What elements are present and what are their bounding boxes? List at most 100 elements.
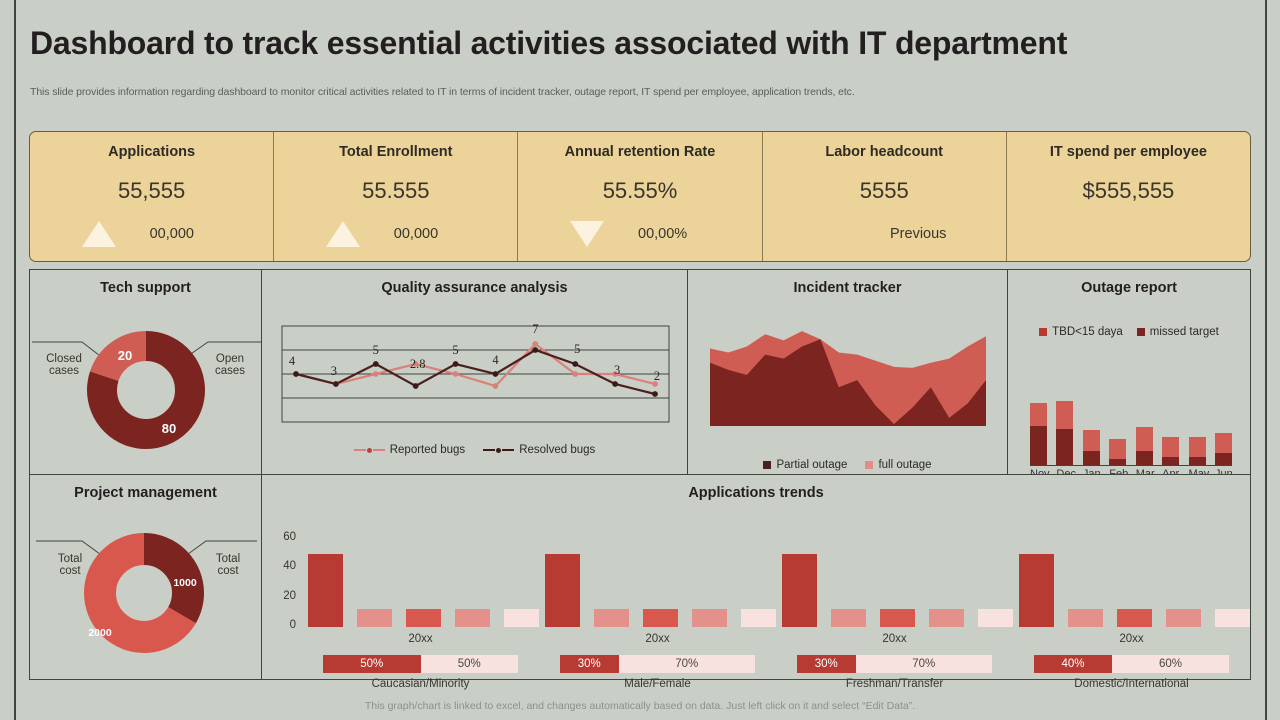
qa-point-label: 3 <box>614 363 620 377</box>
trend-down-icon <box>570 221 604 247</box>
kpi-value: 5555 <box>859 178 909 203</box>
kpi-value: $555,555 <box>1082 178 1175 203</box>
kpi-label: IT spend per employee <box>1049 144 1207 160</box>
legend-label-tbd-15-days: TBD<15 daya <box>1052 326 1123 338</box>
outage-segment-missed <box>1082 451 1100 465</box>
trend-ratio-bar: 30% 70% <box>560 655 755 673</box>
outage-bar-jan <box>1082 429 1100 465</box>
trend-bar <box>504 609 539 627</box>
proj-value-2000: 2000 <box>88 627 112 639</box>
panel-incident-tracker: Incident tracker Partial outage full out… <box>687 269 1008 475</box>
trend-bars <box>302 539 539 627</box>
trend-bar <box>1166 609 1201 627</box>
kpi-value: 55,555 <box>117 178 186 203</box>
tech-support-svg: 80 20 <box>32 331 261 449</box>
outage-report-title: Outage report <box>1081 280 1177 296</box>
panel-quality-assurance: Quality assurance analysis 4 3 5 2.8 5 4 7 5 3 2 … <box>261 269 688 475</box>
trend-bar <box>455 609 490 627</box>
legend-reported-bugs: Reported bugs <box>353 444 466 456</box>
trend-bar <box>741 609 776 627</box>
trend-bar <box>406 609 441 627</box>
kpi-row: Applications 55,555 00,000 Total Enrollment… <box>29 131 1251 262</box>
trend-year-label: 20xx <box>645 633 670 645</box>
project-management-svg: 1000 2000 <box>36 533 257 653</box>
legend-partial-outage: Partial outage <box>763 459 847 471</box>
kpi-footer: 00,000 <box>274 221 517 247</box>
trend-caption: Caucasian/Minority <box>371 678 470 690</box>
trend-up-icon <box>81 221 116 247</box>
quality-assurance-svg: 4 3 5 2.8 5 4 7 5 3 2 <box>281 322 670 423</box>
trend-bar <box>1117 609 1152 627</box>
outage-segment-missed <box>1109 459 1127 465</box>
trend-ratio-left: 40% <box>1034 655 1112 673</box>
kpi-delta: Previous <box>890 226 947 242</box>
kpi-delta: 00,000 <box>149 226 194 242</box>
project-callout-left: Total cost <box>57 553 83 578</box>
qa-point-label: 2 <box>654 369 660 383</box>
page-title: Dashboard to track essential activities … <box>30 25 1068 61</box>
applications-trends-yaxis: 0 20 40 60 <box>270 531 296 631</box>
trend-year-label: 20xx <box>882 633 907 645</box>
legend-tbd-15-days: TBD<15 daya <box>1039 326 1123 338</box>
page-subtitle: This slide provides information regardin… <box>30 86 855 98</box>
kpi-label: Labor headcount <box>825 144 944 160</box>
qa-point-label: 7 <box>532 322 538 336</box>
trend-none-icon <box>822 221 856 247</box>
trend-ratio-left: 50% <box>323 655 421 673</box>
outage-segment-missed <box>1162 457 1180 465</box>
incident-tracker-svg <box>710 331 986 426</box>
outage-report-legend: TBD<15 daya missed target <box>1008 326 1250 338</box>
kpi-card-3: Labor headcount 5555 Previous <box>761 132 1006 261</box>
trend-ratio-left: 30% <box>560 655 619 673</box>
footer-note: This graph/chart is linked to excel, and… <box>364 700 916 712</box>
legend-full-outage: full outage <box>865 459 932 471</box>
panel-applications-trends: Applications trends 0 20 40 60 20xx 50% 50% Ca… <box>261 474 1251 690</box>
outage-bar-jun <box>1214 433 1232 465</box>
project-management-donut: 1000 2000 Total cost Total cost <box>30 501 261 682</box>
qa-point-label: 4 <box>492 353 499 367</box>
legend-resolved-bugs: Resolved bugs <box>483 444 595 456</box>
outage-segment-missed <box>1188 457 1206 465</box>
tech-callout-closed: Closed cases <box>46 353 82 378</box>
legend-label-partial-outage: Partial outage <box>776 459 848 471</box>
kpi-delta: 00,000 <box>393 226 439 242</box>
outage-bar-dec <box>1056 400 1074 465</box>
outage-segment-tbd <box>1030 402 1047 426</box>
tech-value-open: 80 <box>162 421 176 436</box>
trend-group-3: 20xx 40% 60% Domestic/International <box>1013 539 1250 690</box>
trend-bar <box>782 553 817 627</box>
panel-outage-report: Outage report TBD<15 daya missed target … <box>1007 269 1251 480</box>
qa-point-label: 5 <box>574 342 580 356</box>
trend-caption: Domestic/International <box>1074 678 1189 690</box>
trend-ratio-right: 60% <box>1112 655 1229 673</box>
incident-area-partial-outage <box>710 339 986 426</box>
proj-value-1000: 1000 <box>173 577 197 589</box>
panel-tech-support: Tech support 80 20 Closed cases Open cas… <box>29 269 262 475</box>
kpi-value: 55.555 <box>362 178 430 203</box>
legend-label-reported-bugs: Reported bugs <box>389 444 466 456</box>
outage-bars <box>1030 397 1232 466</box>
kpi-card-1: Total Enrollment 55.555 00,000 <box>273 132 517 261</box>
trend-bar <box>929 609 964 627</box>
kpi-footer: 00,00% <box>518 221 761 247</box>
incident-tracker-title: Incident tracker <box>793 280 902 296</box>
trend-caption: Freshman/Transfer <box>845 678 944 690</box>
outage-segment-tbd <box>1162 437 1180 458</box>
tech-callout-open: Open cases <box>214 353 246 378</box>
kpi-label: Total Enrollment <box>339 144 453 160</box>
kpi-delta: 00,00% <box>638 226 688 242</box>
panel-project-management: Project management 1000 2000 Total cost … <box>29 474 262 680</box>
outage-bar-mar <box>1135 426 1153 465</box>
outage-segment-tbd <box>1135 426 1153 452</box>
trend-none-icon <box>1094 221 1128 247</box>
outage-segment-tbd <box>1214 433 1232 454</box>
trend-bar <box>978 609 1013 627</box>
tech-support-title: Tech support <box>100 280 191 296</box>
kpi-label: Annual retention Rate <box>564 144 716 160</box>
kpi-label: Applications <box>108 144 196 160</box>
trend-caption: Male/Female <box>624 678 691 690</box>
qa-point-label: 5 <box>373 343 379 357</box>
incident-tracker-legend: Partial outage full outage <box>688 459 1007 471</box>
trend-ratio-right: 70% <box>855 655 992 673</box>
